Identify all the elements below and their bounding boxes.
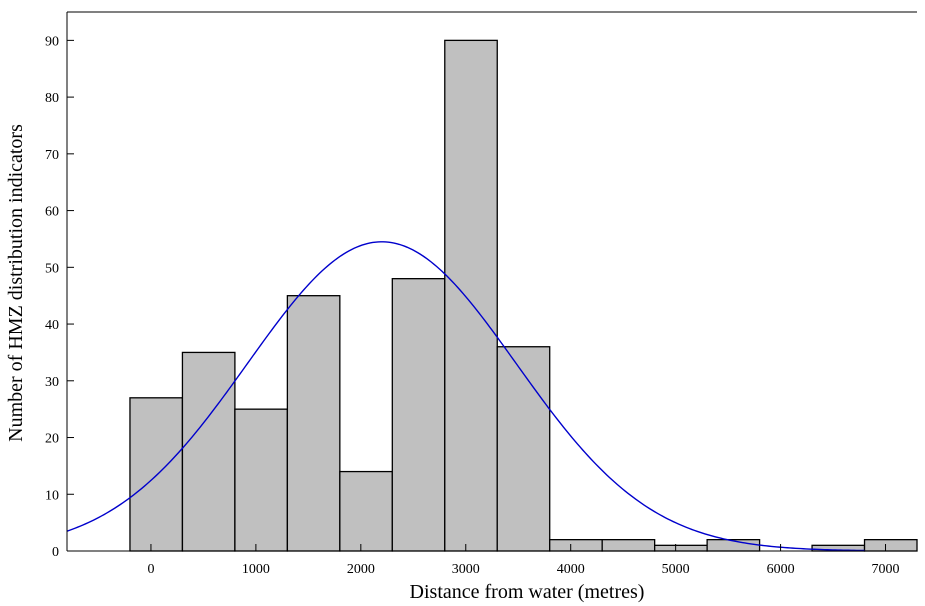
normal-fit-curve	[66, 241, 865, 552]
y-tick-label: 80	[45, 91, 59, 106]
y-tick-label: 40	[45, 318, 59, 333]
y-tick-label: 90	[45, 34, 59, 49]
x-tick-label: 2000	[347, 562, 375, 577]
histogram-bar	[444, 39, 498, 552]
y-axis-title: Number of HMZ distribution indicators	[5, 124, 27, 442]
y-tick-label: 10	[45, 488, 59, 503]
histogram-bar	[181, 351, 236, 552]
x-axis-ticks: 0 1000 2000 3000 4000 5000 6000 7000	[147, 544, 900, 577]
histogram-bar	[234, 408, 289, 552]
plot-frame	[66, 11, 917, 552]
x-tick-label: 1000	[242, 562, 270, 577]
x-tick-label: 4000	[557, 562, 585, 577]
y-axis-ticks: 0 10 20 30 40 50 60 70 80 90	[45, 34, 74, 560]
y-tick-label: 70	[45, 148, 59, 163]
histogram-bar	[549, 539, 603, 552]
histogram-bar	[654, 544, 708, 552]
y-tick-label: 20	[45, 432, 59, 447]
x-tick-label: 6000	[767, 562, 795, 577]
histogram-bar	[391, 278, 446, 552]
x-tick-label: 5000	[662, 562, 690, 577]
x-axis-title: Distance from water (metres)	[410, 581, 645, 603]
histogram-bar	[863, 539, 918, 552]
normal-curve-layer	[66, 241, 865, 552]
x-tick-label: 3000	[452, 562, 480, 577]
y-tick-label: 0	[52, 545, 59, 560]
histogram-bars	[129, 39, 918, 552]
x-tick-label: 7000	[872, 562, 900, 577]
histogram-bar	[129, 397, 184, 552]
x-tick-label: 0	[147, 562, 154, 577]
histogram-bar	[286, 295, 341, 552]
y-tick-label: 50	[45, 261, 59, 276]
histogram-bar	[339, 470, 393, 552]
histogram-bar	[496, 346, 551, 552]
histogram-bar	[601, 539, 656, 552]
y-tick-label: 30	[45, 375, 59, 390]
y-tick-label: 60	[45, 205, 59, 220]
